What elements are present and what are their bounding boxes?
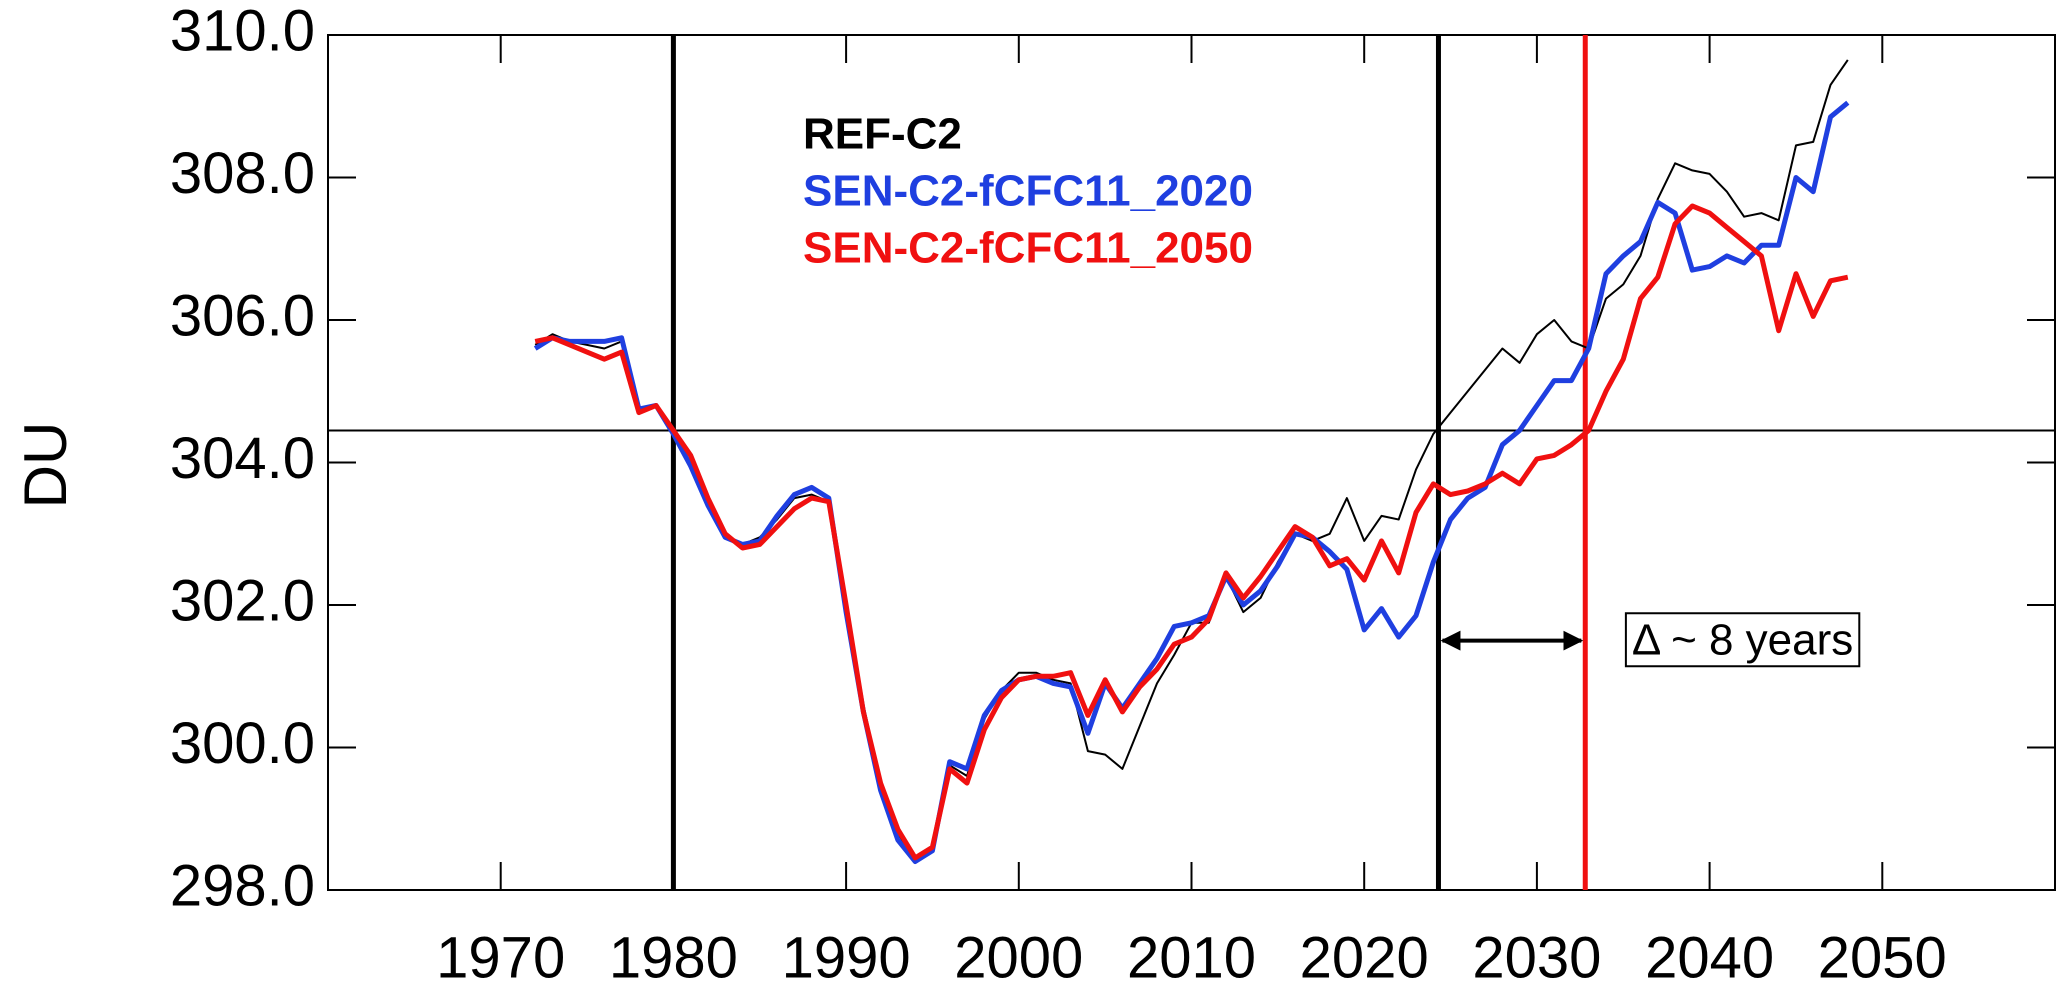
annotation-box (1624, 612, 1861, 668)
plot-frame (327, 34, 2056, 891)
x-tick-label: 1990 (782, 925, 911, 990)
x-tick-label: 1980 (609, 925, 738, 990)
x-tick-label: 2040 (1645, 925, 1774, 990)
annotation-text: Δ ~ 8 years (1632, 615, 1853, 664)
y-axis-label: DU (12, 422, 79, 509)
x-tick-label: 2020 (1300, 925, 1429, 990)
x-tick-label: 1970 (436, 925, 565, 990)
x-tick-label: 2050 (1818, 925, 1947, 990)
y-tick-label: 308.0 (170, 141, 315, 206)
x-tick-label: 2030 (1472, 925, 1601, 990)
legend-entry: REF-C2 (803, 110, 962, 159)
y-tick-label: 304.0 (170, 426, 315, 491)
y-tick-label: 306.0 (170, 283, 315, 348)
y-tick-label: 298.0 (170, 853, 315, 918)
legend-entry: SEN-C2-fCFC11_2050 (803, 224, 1253, 273)
y-tick-label: 300.0 (170, 711, 315, 776)
series-line (534, 203, 1849, 861)
series-line (533, 100, 1850, 864)
y-tick-label: 302.0 (170, 568, 315, 633)
x-tick-label: 2010 (1127, 925, 1256, 990)
x-tick-label: 2000 (954, 925, 1083, 990)
legend-entry: SEN-C2-fCFC11_2020 (803, 167, 1253, 216)
y-tick-label: 310.0 (170, 0, 315, 63)
